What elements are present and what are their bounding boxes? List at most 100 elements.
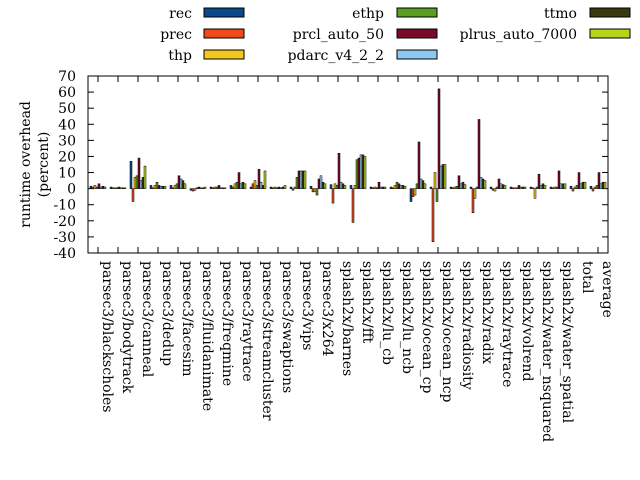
bar: [283, 185, 287, 189]
x-tick-label: parsec3/swaptions: [279, 261, 295, 393]
y-tick-label: 40: [58, 117, 76, 133]
y-axis-title: runtime overhead (percent): [18, 101, 52, 228]
bar: [535, 186, 539, 189]
bar: [195, 187, 199, 189]
bar: [549, 186, 553, 189]
bar: [299, 170, 303, 189]
bar: [537, 173, 541, 189]
x-tick-label: parsec3/fluidanimate: [199, 261, 215, 411]
series-thp: [93, 172, 597, 199]
bar: [171, 187, 175, 189]
bar: [441, 164, 445, 189]
bar: [501, 184, 505, 189]
bar: [461, 181, 465, 189]
bar: [417, 141, 421, 189]
bar: [491, 188, 495, 191]
bar: [177, 175, 181, 189]
bar: [233, 183, 237, 189]
bar: [451, 187, 455, 189]
bar: [301, 170, 305, 189]
bar: [239, 183, 243, 189]
bar: [571, 188, 575, 192]
bar: [149, 185, 153, 189]
legend-label: plrus_auto_7000: [460, 27, 577, 43]
legend-item: ttmo: [544, 6, 631, 22]
bar: [269, 186, 273, 189]
bar: [257, 169, 261, 189]
series-rec: [89, 161, 593, 202]
x-tick-label: parsec3/freqmine: [219, 261, 235, 386]
bar: [89, 185, 93, 189]
bar: [237, 172, 241, 189]
bar: [557, 170, 561, 189]
y-tick-label: 10: [58, 166, 76, 182]
bar: [143, 165, 147, 189]
bar: [337, 152, 341, 189]
bar: [453, 186, 457, 189]
bar: [311, 188, 315, 193]
x-tick-label: splash2x/barnes: [339, 261, 355, 376]
bar: [155, 181, 159, 189]
y-tick-label: -40: [53, 246, 76, 262]
legend-item: plrus_auto_7000: [460, 27, 631, 43]
x-tick-label: parsec3/canneal: [139, 261, 155, 378]
x-tick-label: total: [579, 261, 595, 294]
bar: [449, 186, 453, 189]
bar: [577, 172, 581, 189]
bar: [201, 187, 205, 189]
bar: [497, 178, 501, 189]
bar: [373, 186, 377, 189]
bar: [115, 187, 119, 189]
bar: [169, 185, 173, 189]
bar: [229, 185, 233, 189]
bar: [323, 183, 327, 189]
bar: [151, 187, 155, 189]
bar: [179, 178, 183, 189]
bar: [459, 183, 463, 189]
bar: [95, 186, 99, 189]
bar: [309, 185, 313, 189]
bar: [377, 181, 381, 189]
bar: [555, 186, 559, 189]
bar: [275, 187, 279, 189]
y-tick-label: 60: [58, 85, 76, 101]
bar: [97, 183, 101, 189]
bar: [489, 186, 493, 189]
bar: [469, 186, 473, 189]
bar: [349, 185, 353, 189]
bar: [291, 188, 295, 191]
bar: [399, 185, 403, 189]
y-axis-title-line: (percent): [36, 132, 52, 198]
series-pdarc_v4_2_2: [99, 154, 603, 189]
bar: [375, 187, 379, 189]
bar: [429, 186, 433, 189]
bar: [253, 180, 257, 189]
bar: [221, 187, 225, 189]
x-tick-label: parsec3/bodytrack: [119, 261, 135, 394]
bar: [435, 188, 439, 202]
legend-swatch: [203, 49, 245, 60]
bar: [591, 188, 595, 192]
legend-swatch: [589, 28, 631, 39]
x-tick-label: splash2x/lu_ncb: [399, 261, 415, 374]
bar: [541, 183, 545, 189]
plot-frame: [87, 75, 609, 254]
bar: [355, 159, 359, 189]
legend-swatch: [589, 7, 631, 18]
bar: [99, 186, 103, 189]
bar: [517, 185, 521, 189]
bar: [603, 181, 607, 189]
y-tick-label: 0: [67, 182, 76, 198]
bar: [551, 187, 555, 189]
bar: [123, 187, 127, 189]
bar: [259, 181, 263, 189]
bar: [575, 185, 579, 189]
x-tick-label: parsec3/x264: [319, 261, 335, 357]
bar: [371, 187, 375, 189]
bar: [331, 188, 335, 204]
bar: [431, 188, 435, 242]
bar: [223, 187, 227, 189]
bar: [273, 186, 277, 189]
bar: [243, 183, 247, 189]
